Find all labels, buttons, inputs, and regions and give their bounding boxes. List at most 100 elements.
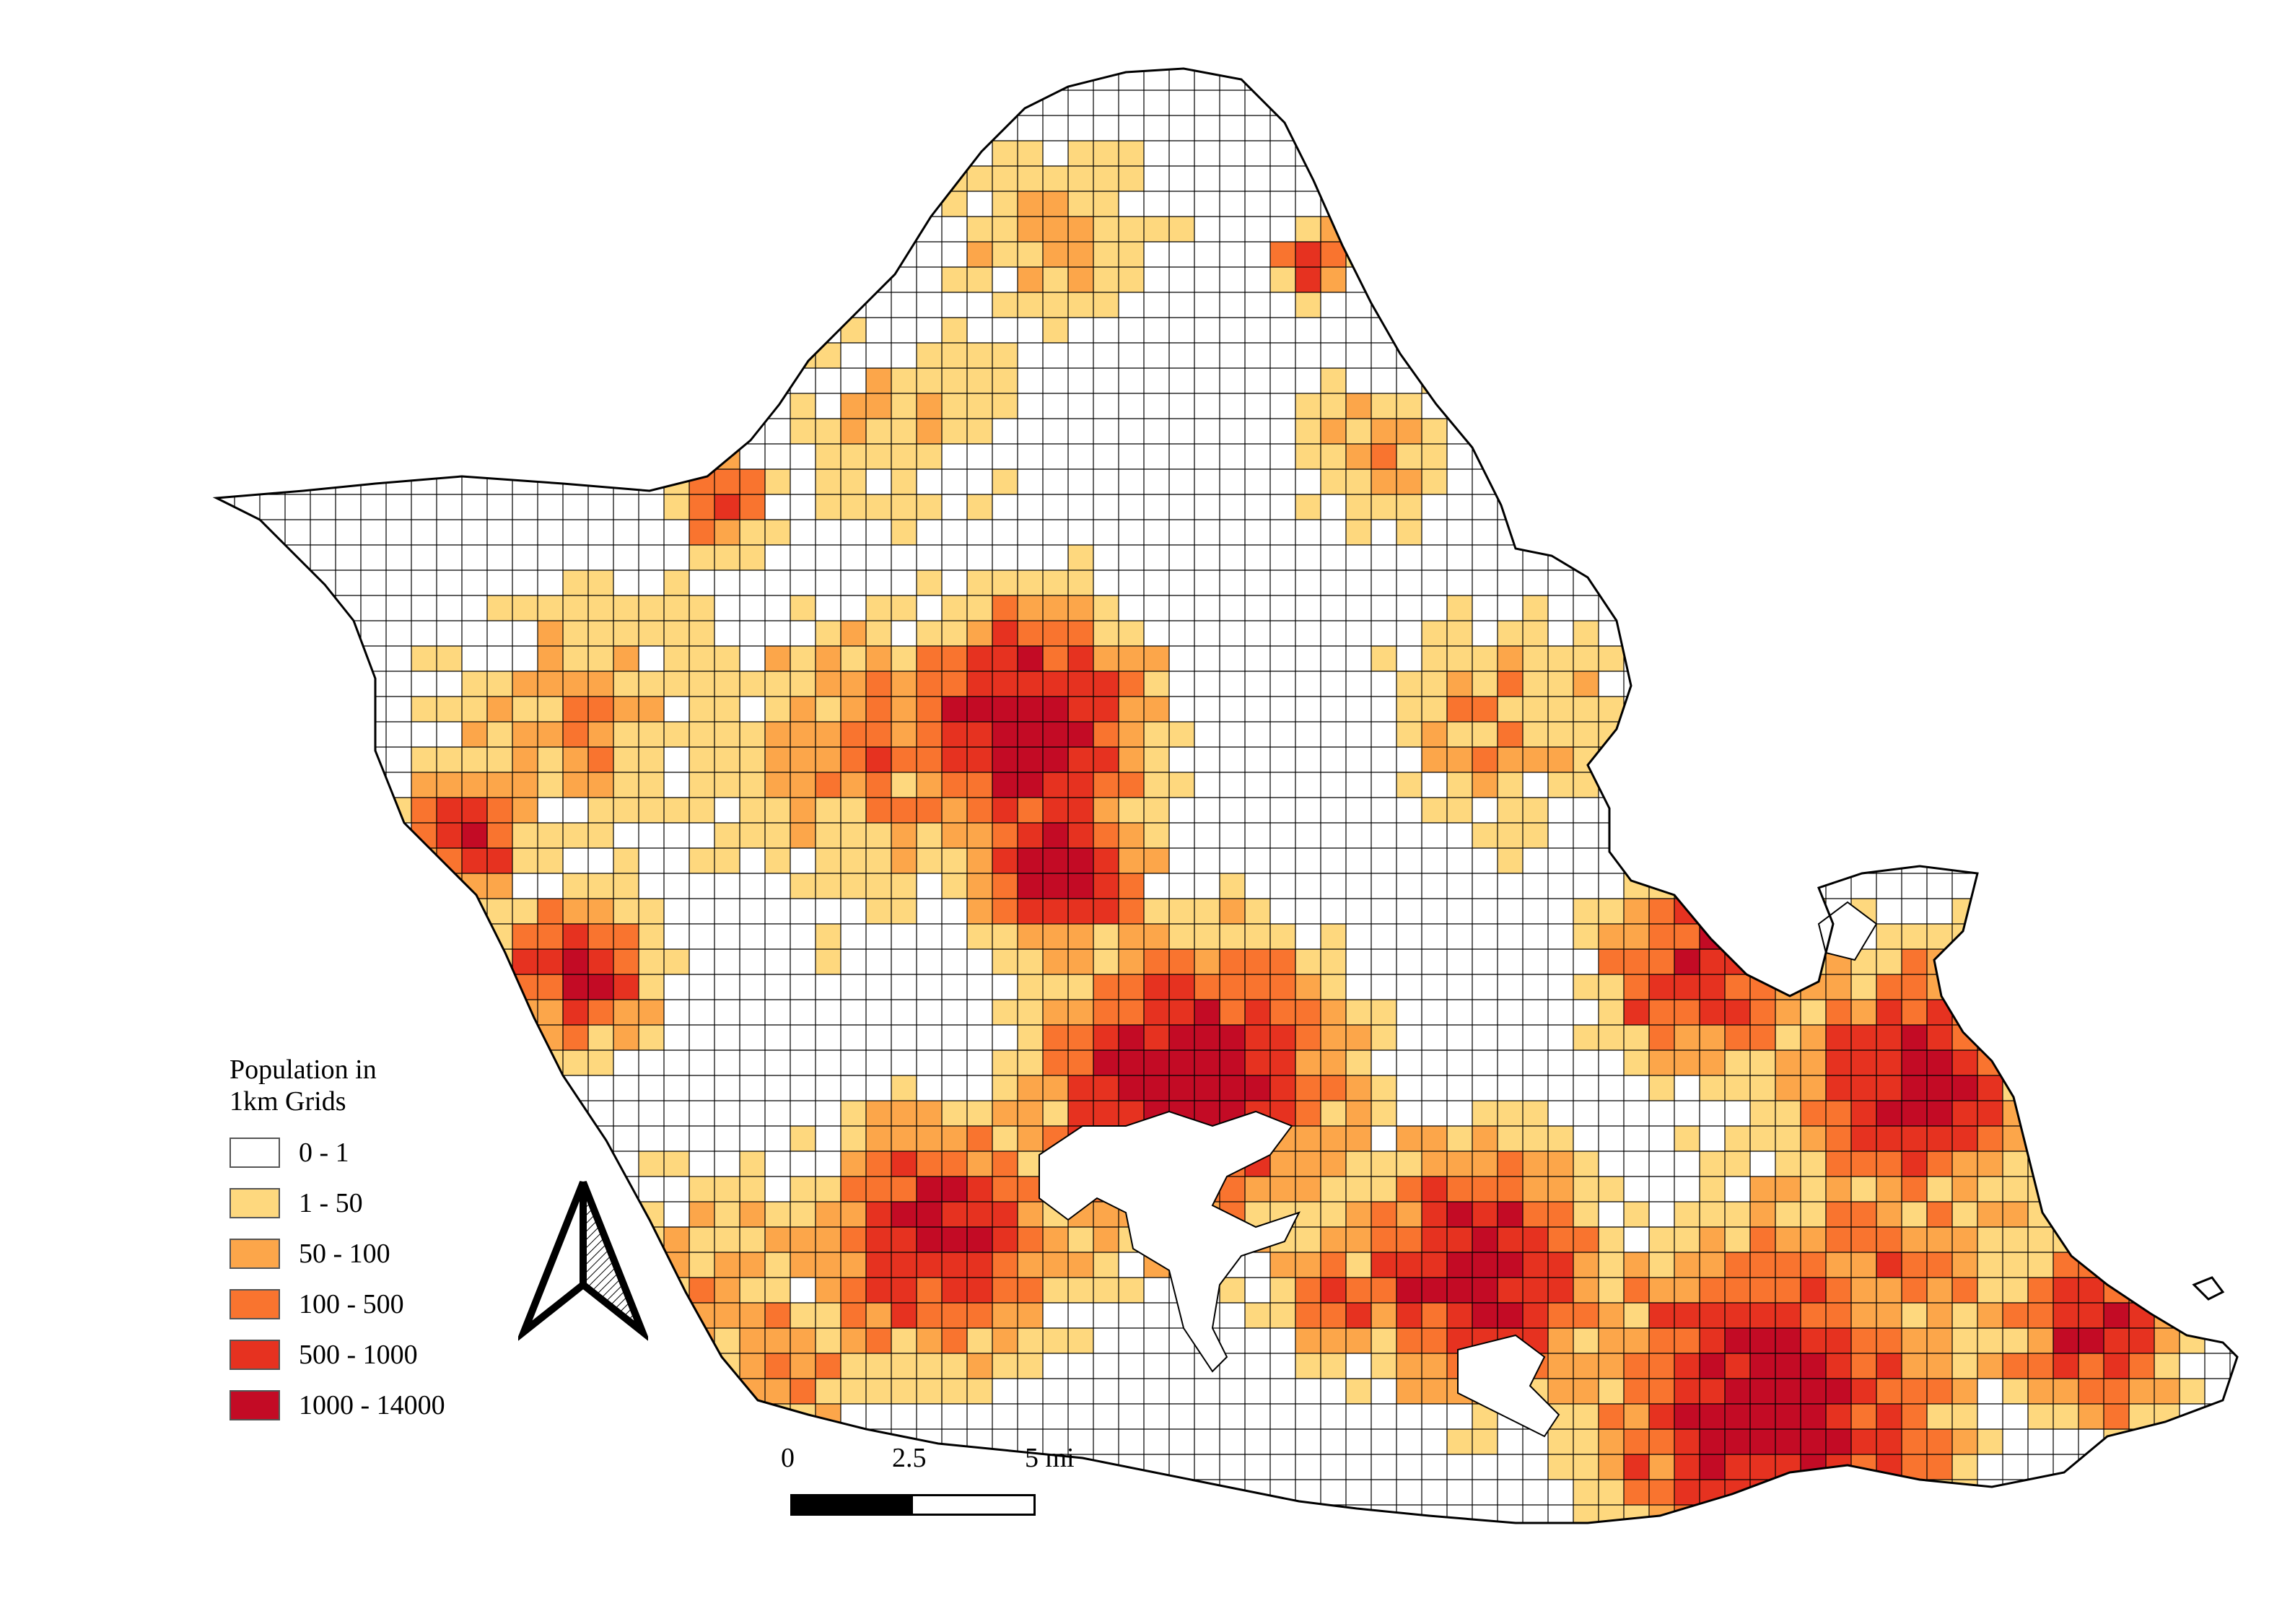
grid-cell [1093,873,1119,899]
grid-cell [613,873,639,899]
grid-cell [2154,1227,2180,1252]
grid-cell [1977,1151,2003,1176]
grid-cell [664,444,689,469]
grid-cell [1725,1505,1750,1523]
grid-cell [1422,1151,1447,1176]
grid-cell [1093,798,1119,823]
grid-cell [1977,1126,2003,1151]
grid-cell [942,393,967,419]
grid-cell [588,697,613,722]
grid-cell [1068,267,1093,292]
grid-cell [1321,949,1346,974]
grid-cell [1599,1328,1624,1353]
grid-cell [1775,1126,1801,1151]
grid-cell [1573,1480,1599,1505]
grid-cell [1295,217,1321,242]
grid-cell [1750,1379,1775,1404]
grid-cell [563,671,588,697]
grid-cell [2053,1404,2078,1429]
grid-cell [1649,1252,1674,1278]
grid-cell [1321,924,1346,949]
grid-cell [1396,494,1422,520]
legend-swatch [230,1289,280,1319]
grid-cell [487,924,512,949]
grid-cell [2078,1278,2104,1303]
grid-cell [639,697,664,722]
grid-cell [1826,1126,1851,1151]
grid-cell [1952,1328,1977,1353]
grid-cell [487,1000,512,1025]
grid-cell [1396,393,1422,419]
grid-cell [1068,1075,1093,1101]
grid-cell [1018,1000,1043,1025]
grid-cell [1700,1050,1725,1075]
grid-cell [816,343,841,368]
grid-cell [1018,1025,1043,1050]
grid-cell [967,1101,992,1126]
grid-cell [967,848,992,873]
grid-cell [891,393,917,419]
grid-cell [1270,1151,1295,1176]
grid-cell [1725,1404,1750,1429]
grid-cell [1270,1303,1295,1328]
grid-cell [942,1303,967,1328]
grid-cell [1674,1429,1700,1454]
grid-cell [714,671,740,697]
grid-cell [1295,1202,1321,1227]
grid-cell [1775,1328,1801,1353]
grid-cell [1093,924,1119,949]
legend-swatch [230,1390,280,1420]
grid-cell [1674,1000,1700,1025]
grid-cell [1472,1202,1498,1227]
grid-cell [1119,166,1144,191]
grid-cell [2003,1278,2028,1303]
grid-cell [1043,1328,1068,1353]
grid-cell [1649,1505,1674,1523]
grid-cell [1498,823,1523,848]
grid-cell [487,823,512,848]
grid-cell [1548,697,1573,722]
grid-cell [1498,722,1523,747]
grid-cell [588,1050,613,1075]
grid-cell [689,520,714,545]
grid-cell [1119,1050,1144,1075]
grid-cell [866,899,891,924]
grid-cell [1144,1000,1169,1025]
grid-cell [2129,1379,2154,1404]
grid-cell [1068,798,1093,823]
grid-cell [1295,1126,1321,1151]
grid-cell [1043,1000,1068,1025]
grid-cell [816,1252,841,1278]
grid-cell [942,368,967,393]
grid-cell [2154,1379,2180,1404]
grid-cell [1422,747,1447,772]
grid-cell [1902,1025,1927,1050]
grid-cell [917,1353,942,1379]
grid-cell [740,1151,765,1176]
grid-cell [1043,823,1068,848]
grid-cell [2028,1176,2053,1202]
grid-cell [1422,419,1447,444]
grid-cell [841,1303,866,1328]
grid-cell [1295,1353,1321,1379]
grid-cell [992,1278,1018,1303]
grid-cell [1523,1151,1548,1176]
grid-cell [1245,1303,1270,1328]
grid-cell [2129,1353,2154,1379]
grid-cell [1599,646,1624,671]
grid-cell [1396,419,1422,444]
grid-cell [487,722,512,747]
grid-cell [639,798,664,823]
grid-cell [866,1202,891,1227]
grid-cell [1346,444,1371,469]
grid-cell [1498,1101,1523,1126]
grid-cell [1573,974,1599,1000]
grid-cell [512,1000,538,1025]
grid-cell [1169,217,1194,242]
grid-cell [1750,1202,1775,1227]
grid-cell [1245,1000,1270,1025]
grid-cell [891,1303,917,1328]
grid-cell [1851,1075,1876,1101]
grid-cell [1977,974,2003,1000]
grid-cell [1952,1404,1977,1429]
